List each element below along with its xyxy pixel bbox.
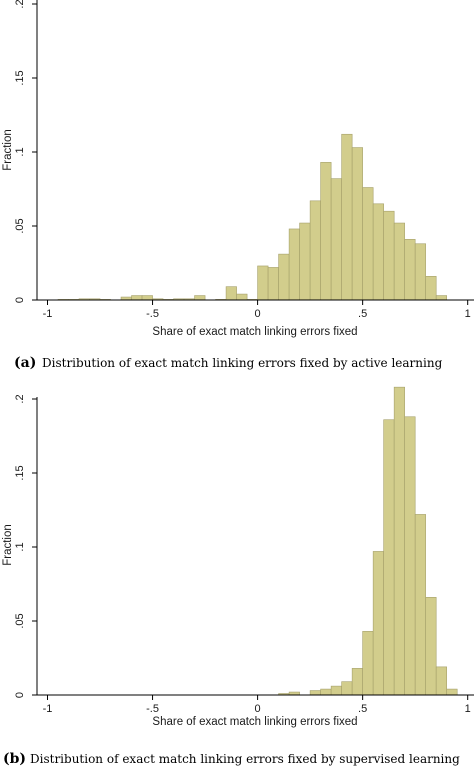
caption-text-a: Distribution of exact match linking erro…: [42, 356, 443, 370]
y-axis-title-b: Fraction: [2, 524, 14, 566]
y-tick-label-a-2: .1: [14, 147, 26, 156]
y-tick-label-b-0: 0: [14, 692, 26, 698]
histogram-bar-b-11: [404, 416, 416, 696]
histogram-bar-a-17: [257, 265, 269, 301]
x-tick-label-b-1: -.5: [146, 703, 159, 715]
x-axis-title-a: Share of exact match linking errors fixe…: [152, 326, 357, 338]
ticks-a: -1 -.5 0 .5 1 0 .05 .1 .15 .2: [14, 0, 471, 320]
y-tick-label-a-4: .2: [14, 0, 26, 9]
histogram-bar-b-12: [414, 514, 426, 696]
x-tick-label-a-0: -1: [43, 308, 53, 320]
histogram-bar-b-14: [435, 666, 447, 696]
histogram-bar-a-30: [393, 222, 405, 301]
y-tick-label-a-3: .15: [14, 70, 26, 85]
histogram-bar-a-25: [341, 133, 353, 301]
histogram-bar-a-21: [299, 222, 311, 301]
y-tick-label-b-4: .2: [14, 394, 26, 403]
x-tick-label-a-1: -.5: [146, 308, 159, 320]
y-tick-label-a-1: .05: [14, 218, 26, 233]
histogram-bar-a-34: [435, 295, 447, 301]
caption-tag-a: (a): [14, 355, 36, 371]
histogram-bar-a-15: [236, 293, 248, 301]
histogram-bar-a-14: [225, 286, 237, 301]
x-tick-label-b-2: 0: [255, 703, 261, 715]
histogram-bar-a-19: [278, 253, 290, 301]
histogram-bar-a-22: [309, 200, 321, 301]
histogram-bar-a-33: [425, 276, 437, 301]
x-axis-title-b: Share of exact match linking errors fixe…: [152, 716, 357, 728]
histogram-bar-a-27: [362, 187, 374, 301]
caption-tag-b: (b): [3, 751, 26, 767]
histogram-bar-b-7: [362, 631, 374, 696]
x-tick-label-b-3: .5: [358, 703, 367, 715]
histogram-bar-b-5: [341, 681, 353, 696]
histogram-bar-a-18: [267, 267, 279, 301]
x-tick-label-a-3: .5: [358, 308, 367, 320]
histogram-bar-a-31: [404, 239, 416, 301]
histogram-bar-a-32: [414, 243, 426, 301]
histogram-bar-a-12: [194, 295, 206, 301]
histogram-bar-b-10: [393, 386, 405, 696]
histogram-bar-a-20: [288, 228, 300, 301]
histogram-bar-b-9: [383, 419, 395, 696]
histogram-bar-b-13: [425, 597, 437, 696]
histogram-bar-b-4: [330, 685, 342, 696]
histogram-bar-b-8: [372, 551, 384, 696]
histogram-bar-b-3: [320, 688, 332, 696]
x-tick-label-a-4: 1: [465, 308, 471, 320]
histogram-bar-a-23: [320, 162, 332, 301]
y-tick-label-a-0: 0: [14, 297, 26, 303]
histogram-bar-a-29: [383, 210, 395, 301]
x-tick-label-a-2: 0: [255, 308, 261, 320]
caption-text-b: Distribution of exact match linking erro…: [30, 752, 460, 766]
histogram-bar-a-28: [372, 203, 384, 301]
histogram-bar-a-26: [351, 147, 363, 301]
ticks-b: -1 -.5 0 .5 1 0 .05 .1 .15 .2: [14, 394, 471, 715]
histogram-bar-b-6: [351, 668, 363, 696]
y-tick-label-b-3: .15: [14, 465, 26, 480]
histogram-bar-a-24: [330, 178, 342, 301]
histogram-bar-b-15: [446, 688, 458, 696]
plot-area-b: [278, 386, 458, 696]
histogram-bar-a-7: [141, 295, 153, 301]
x-tick-label-b-0: -1: [43, 703, 53, 715]
histogram-bar-a-6: [131, 295, 143, 301]
y-axis-title-a: Fraction: [2, 129, 14, 171]
plot-area-a: [57, 133, 447, 301]
y-tick-label-b-2: .1: [14, 542, 26, 551]
histogram-panel-b: -1 -.5 0 .5 1 0 .05 .1 .15 .2 Fraction Share of e…: [2, 386, 474, 728]
y-tick-label-b-1: .05: [14, 613, 26, 628]
histogram-bar-b-2: [309, 690, 321, 696]
histogram-panel-a: -1 -.5 0 .5 1 0 .05 .1 .15 .2 Fraction Share of e…: [2, 0, 474, 338]
x-tick-label-b-4: 1: [465, 703, 471, 715]
